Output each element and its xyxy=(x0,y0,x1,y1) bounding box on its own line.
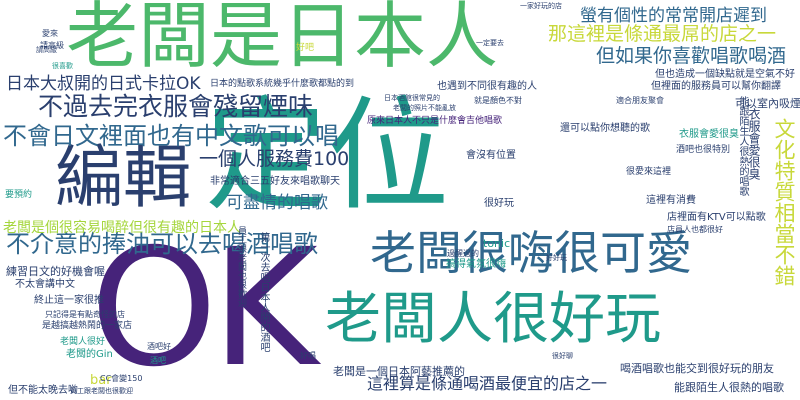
word: 會沒有位置 xyxy=(466,150,516,161)
word: 很好玩 xyxy=(484,198,514,209)
word: 一個人服務費100 xyxy=(199,148,350,170)
word: 老闆的照片不能亂放 xyxy=(393,104,456,112)
word: 要預約 xyxy=(5,190,33,200)
word: 適合朋友聚會 xyxy=(616,96,664,105)
word: 不介意的捧油可以去喝酒唱歌 xyxy=(6,230,318,258)
word: 很喜歡 xyxy=(52,62,73,70)
word: 老闆是日本人 xyxy=(66,0,499,78)
word: 酒吧好 xyxy=(147,342,171,351)
word: 過醒過的 xyxy=(447,249,479,258)
word: 好唱 xyxy=(300,351,316,360)
word: 員工跟老闆也很歡迎 xyxy=(236,226,246,307)
word: 日本酒館很常見的 xyxy=(384,94,440,102)
word: 店員人也都很好 xyxy=(667,225,723,234)
word: 但也造成一個缺點就是空氣不好 xyxy=(655,69,795,80)
word: 老闆很嗨很可愛 xyxy=(370,226,692,280)
word: 這裡有消費 xyxy=(646,195,696,206)
word: 編輯 xyxy=(55,139,192,218)
word: 好好玩 xyxy=(546,254,567,262)
word: 老闆人很好玩 xyxy=(325,287,661,352)
word: 一家好玩的店 xyxy=(520,2,562,10)
word: 非常適合三五好友來唱歌聊天 xyxy=(210,176,340,187)
word: 可盡情的唱歌 xyxy=(226,193,328,213)
word: 原來日本人不只是什麼會吉他唱歌 xyxy=(367,116,503,126)
word: 也遇到不同很有趣的人 xyxy=(437,81,537,92)
word: 可以室內吸煙 xyxy=(735,97,800,110)
word: 老闆的Gin xyxy=(66,349,113,360)
word: 老闆是一個日本阿藝推薦的 xyxy=(333,365,465,378)
word: 就是顏色不對 xyxy=(474,96,522,105)
word: 不會日文裡面也有中文歌可以唱 xyxy=(3,122,339,150)
word: 愛來 xyxy=(42,29,58,38)
word: 喝酒唱歌也能交到很好玩的朋友 xyxy=(620,362,774,375)
word: 那這裡是條通最屌的店之一 xyxy=(548,23,777,45)
word: 日本大叔開的日式卡拉OK xyxy=(6,74,201,94)
word: 酒吧 xyxy=(150,356,166,365)
word: 終止這一家很推 xyxy=(34,295,104,306)
word: 是越搞越熱鬧的一家店 xyxy=(42,321,133,331)
word: 日本的點歌系統幾乎什麼歌都點的到 xyxy=(210,79,355,89)
word: 但裡面的服務員可以幫你翻譯 xyxy=(651,81,781,92)
word: 能跟陌生人很熱的唱歌 xyxy=(674,381,784,394)
word: 衣服會愛很臭 xyxy=(679,129,739,140)
word: 員工跟老闆也很歡迎 xyxy=(70,387,133,395)
word: 第一次去唱日本人開的酒吧 xyxy=(258,232,269,352)
word: 螢有個性的常常開店遲到 xyxy=(580,6,767,26)
word: 老闆是個很容易喝醉但很有趣的日本人 xyxy=(3,220,241,236)
word: 只記得是有點奇怪的店 xyxy=(45,310,125,319)
word: 酒吧也很特別 xyxy=(676,145,731,155)
word: 搞得氣氛很嗨 xyxy=(446,259,506,270)
word: bar xyxy=(90,373,112,388)
word: 衣服會愛很臭 xyxy=(747,108,761,180)
word: 不過去完衣服會殘留煙味 xyxy=(38,92,314,121)
word: CC會變150 xyxy=(100,374,143,383)
word: 好吧 xyxy=(296,43,315,53)
word: 請高級 xyxy=(36,46,57,54)
word: 能跟陌生人很熱的唱歌 xyxy=(737,96,748,196)
word: OK xyxy=(90,215,318,400)
word: tonic xyxy=(483,237,511,250)
word: 這裡算是條通喝酒最便宜的店之一 xyxy=(367,374,608,393)
word: 還可以點你想聽的歌 xyxy=(560,123,650,134)
word: 很愛來這裡 xyxy=(626,167,672,177)
word: 店裡面有KTV可以點歌 xyxy=(667,212,766,223)
word: 文化特質相當不錯 xyxy=(772,118,796,286)
word: 但如果你喜歡唱歌喝酒 xyxy=(596,45,787,67)
word: 但不能太晚去喲 xyxy=(8,385,78,396)
word: 一定要去 xyxy=(476,39,504,47)
word: 請高級 xyxy=(40,41,64,50)
word: 很好聊 xyxy=(552,352,573,360)
word: 練習日文的好機會喔 xyxy=(6,265,105,278)
word: 定位 xyxy=(205,85,449,227)
word: 不太會講中文 xyxy=(15,279,75,290)
word: 老闆人很好 xyxy=(60,337,106,347)
